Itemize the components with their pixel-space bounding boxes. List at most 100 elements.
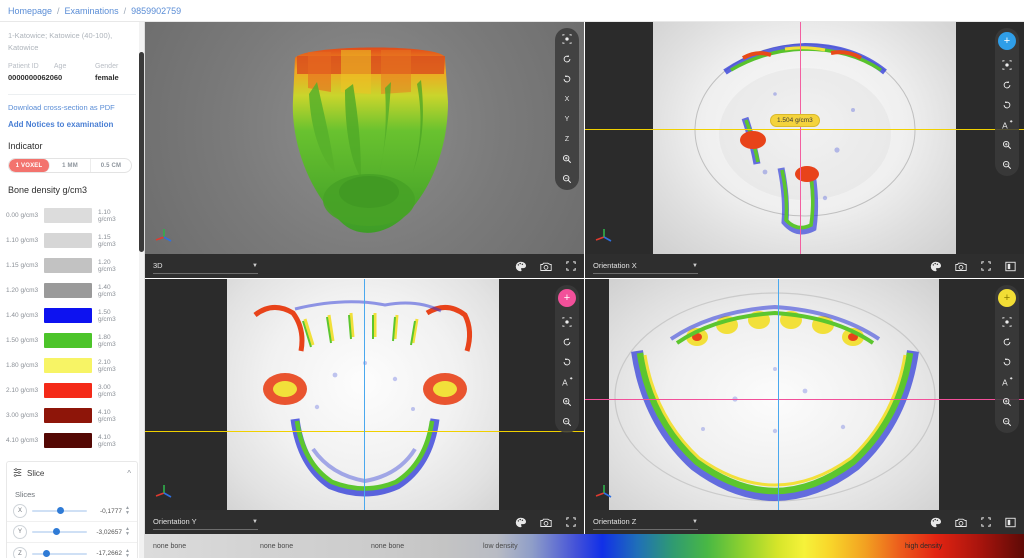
viewport-orientation-z-canvas[interactable]	[585, 279, 1024, 510]
rotate-left-icon[interactable]	[998, 78, 1016, 92]
fullscreen-icon[interactable]	[566, 517, 576, 527]
breadcrumb-item-examinations[interactable]: Examinations	[64, 5, 119, 16]
center-icon[interactable]	[998, 58, 1016, 72]
viewport-orientation-x-mode-select[interactable]: Orientation X ▼	[593, 259, 698, 274]
slice-slider-knob[interactable]	[43, 549, 51, 557]
zoom-in-icon[interactable]	[558, 395, 576, 409]
slice-slider-knob[interactable]	[57, 507, 65, 515]
patient-gender-label: Gender	[94, 63, 119, 71]
zoom-in-icon[interactable]	[558, 152, 576, 166]
zoom-in-icon[interactable]	[998, 138, 1016, 152]
zoom-out-icon[interactable]	[558, 172, 576, 186]
slice-slider-track[interactable]	[32, 549, 87, 557]
rotate-right-icon[interactable]	[558, 72, 576, 86]
axis-x-icon[interactable]: X	[564, 95, 570, 103]
viewport-orientation-z-toolbar[interactable]: + A	[995, 285, 1019, 433]
sidebar-divider	[8, 94, 136, 96]
slice-slider-row[interactable]: Y -3,02657 ▲ ▼	[7, 522, 137, 544]
slice-slider-track[interactable]	[32, 507, 87, 515]
density-range-to: 1.15 g/cm3	[98, 233, 116, 248]
viewport-orientation-x-mode-label: Orientation X	[593, 261, 637, 270]
crosshair-vertical	[364, 279, 365, 510]
chevron-down-icon[interactable]: ▼	[692, 518, 698, 525]
add-notices-link[interactable]: Add Notices to examination	[8, 120, 114, 130]
axis-y-icon[interactable]: Y	[564, 115, 570, 123]
chevron-down-icon[interactable]: ▼	[692, 262, 698, 269]
rotate-right-icon[interactable]	[558, 355, 576, 369]
density-color-swatch	[44, 408, 92, 424]
text-size-icon[interactable]: A	[998, 375, 1016, 389]
add-marker-button[interactable]: +	[558, 289, 576, 307]
density-legend-row: 1.10 g/cm3 1.15 g/cm3	[0, 228, 144, 253]
slice-slider-row[interactable]: Z -17,2662 ▲ ▼	[7, 543, 137, 558]
rotate-right-icon[interactable]	[998, 98, 1016, 112]
viewport-orientation-y-mode-select[interactable]: Orientation Y ▼	[153, 515, 258, 530]
slice-stepper[interactable]: ▲ ▼	[125, 505, 130, 517]
fullscreen-icon[interactable]	[981, 517, 991, 527]
rotate-left-icon[interactable]	[998, 335, 1016, 349]
sidebar-scrollbar-thumb[interactable]	[139, 52, 144, 252]
indicator-option-05-cm[interactable]: 0.5 CM	[100, 162, 122, 169]
palette-icon[interactable]	[515, 261, 526, 272]
zoom-out-icon[interactable]	[998, 415, 1016, 429]
zoom-out-icon[interactable]	[998, 158, 1016, 172]
palette-icon[interactable]	[515, 517, 526, 528]
viewport-orientation-x-toolbar[interactable]: + A	[995, 28, 1019, 176]
slice-stepper[interactable]: ▲ ▼	[125, 526, 130, 538]
camera-icon[interactable]	[540, 517, 552, 528]
density-range-to: 1.50 g/cm3	[98, 308, 116, 323]
center-icon[interactable]	[558, 32, 576, 46]
center-icon[interactable]	[998, 315, 1016, 329]
breadcrumb-item-examination-id[interactable]: 9859902759	[131, 5, 182, 16]
viewport-orientation-z[interactable]: + A	[585, 279, 1024, 534]
split-view-icon[interactable]	[1005, 261, 1016, 272]
split-view-icon[interactable]	[1005, 517, 1016, 528]
camera-icon[interactable]	[540, 261, 552, 272]
fullscreen-icon[interactable]	[981, 261, 991, 271]
viewport-orientation-z-mode-select[interactable]: Orientation Z ▼	[593, 515, 698, 530]
slice-stepper[interactable]: ▲ ▼	[125, 547, 130, 558]
camera-icon[interactable]	[955, 261, 967, 272]
slice-slider-row[interactable]: X -0,1777 ▲ ▼	[7, 501, 137, 523]
chevron-down-icon[interactable]: ▼	[252, 262, 258, 269]
indicator-option-1-voxel[interactable]: 1 VOXEL	[9, 159, 50, 173]
palette-icon[interactable]	[930, 517, 941, 528]
mandible-3d-render	[292, 47, 448, 233]
chevron-up-icon[interactable]: ^	[127, 468, 131, 478]
text-size-icon[interactable]: A	[558, 375, 576, 389]
center-icon[interactable]	[558, 315, 576, 329]
add-marker-button[interactable]: +	[998, 32, 1016, 50]
density-color-swatch	[44, 383, 92, 399]
palette-icon[interactable]	[930, 261, 941, 272]
viewport-orientation-x[interactable]: 1.504 g/cm3 + A	[585, 22, 1024, 278]
zoom-out-icon[interactable]	[558, 415, 576, 429]
viewport-3d-canvas[interactable]	[145, 22, 584, 254]
slice-panel-header[interactable]: Slice ^	[7, 462, 137, 484]
viewport-orientation-y-canvas[interactable]	[145, 279, 584, 510]
viewport-3d[interactable]: X Y Z 3D ▼	[145, 22, 584, 278]
rotate-left-icon[interactable]	[558, 335, 576, 349]
rotate-left-icon[interactable]	[558, 52, 576, 66]
slice-value: -3,02657	[96, 528, 122, 536]
viewport-3d-mode-select[interactable]: 3D ▼	[153, 259, 258, 274]
text-size-icon[interactable]: A	[998, 118, 1016, 132]
sidebar-scrollbar[interactable]	[139, 22, 144, 558]
chevron-down-icon[interactable]: ▼	[252, 518, 258, 525]
viewport-3d-toolbar[interactable]: X Y Z	[555, 28, 579, 190]
download-cross-section-pdf-link[interactable]: Download cross-section as PDF	[8, 103, 115, 113]
viewport-orientation-y[interactable]: + A	[145, 279, 584, 534]
indicator-toggle-group[interactable]: 1 VOXEL 1 MM 0.5 CM	[8, 158, 132, 174]
viewport-orientation-y-toolbar[interactable]: + A	[555, 285, 579, 433]
slice-slider-track[interactable]	[32, 528, 87, 536]
fullscreen-icon[interactable]	[566, 261, 576, 271]
viewport-orientation-x-canvas[interactable]: 1.504 g/cm3	[585, 22, 1024, 254]
camera-icon[interactable]	[955, 517, 967, 528]
density-range-from: 1.20 g/cm3	[6, 287, 39, 295]
add-marker-button[interactable]: +	[998, 289, 1016, 307]
zoom-in-icon[interactable]	[998, 395, 1016, 409]
rotate-right-icon[interactable]	[998, 355, 1016, 369]
slice-slider-knob[interactable]	[52, 528, 60, 536]
axis-z-icon[interactable]: Z	[564, 135, 570, 143]
indicator-option-1-mm[interactable]: 1 MM	[50, 159, 91, 173]
breadcrumb-item-homepage[interactable]: Homepage	[8, 5, 53, 16]
